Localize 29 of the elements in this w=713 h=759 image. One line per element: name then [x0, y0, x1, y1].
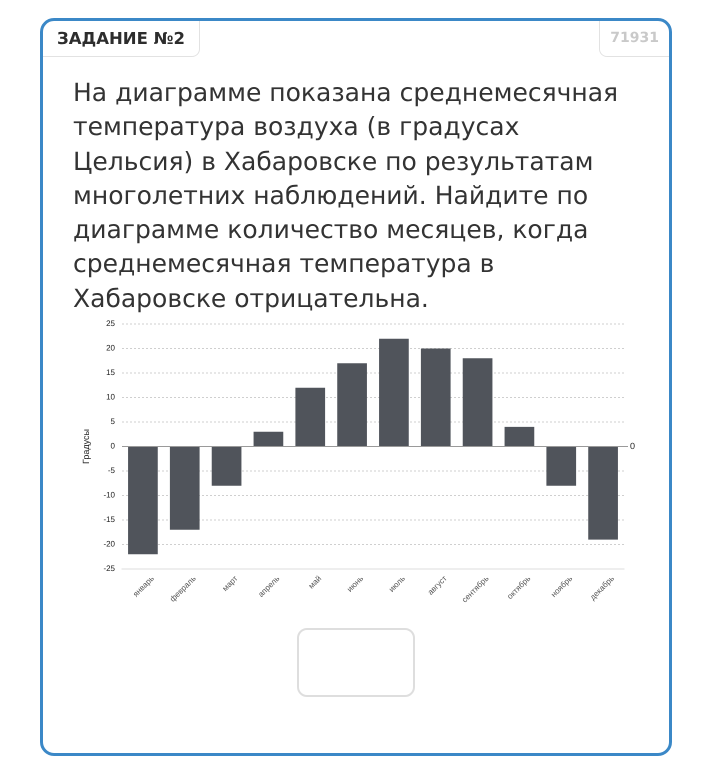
y-tick-label: 0 — [110, 442, 116, 451]
ref-line-label: 0 — [630, 440, 636, 451]
y-axis-title: Градусы — [80, 429, 91, 464]
y-tick-label: 10 — [106, 392, 116, 402]
bar — [462, 358, 492, 446]
y-tick-label: -15 — [103, 515, 116, 524]
bar — [546, 447, 576, 486]
y-tick-label: -10 — [103, 490, 116, 500]
y-tick-label: 15 — [106, 368, 116, 378]
y-tick-label: 20 — [106, 344, 116, 353]
y-tick-label: 5 — [110, 417, 116, 426]
chart-subtitle: На диаграмме показана среднемесячная температура воздуха (в градусах Цельсия) в Хабаровске по результатам многолетних наблюдений. Найдите по диаграмме количество месяцев, когда среднемесячная температура в Хабаровске отрицательна. — [73, 77, 620, 315]
bar — [254, 432, 284, 446]
chart-title: ЗАДАНИЕ №2 — [57, 29, 185, 48]
y-tick-label: -20 — [103, 540, 116, 549]
header-tab: ЗАДАНИЕ №2 — [43, 21, 200, 57]
bar — [588, 447, 618, 540]
y-tick-label: -5 — [108, 466, 116, 476]
bar — [337, 363, 367, 446]
y-tick-label: 25 — [106, 319, 116, 328]
bar — [379, 338, 409, 446]
x-tick-label: май — [306, 574, 324, 591]
bar — [212, 447, 242, 486]
bar — [170, 447, 200, 530]
bar — [295, 388, 326, 446]
bar — [128, 447, 158, 554]
bar — [420, 348, 451, 446]
bar — [504, 426, 534, 446]
y-tick-label: -25 — [103, 564, 116, 574]
